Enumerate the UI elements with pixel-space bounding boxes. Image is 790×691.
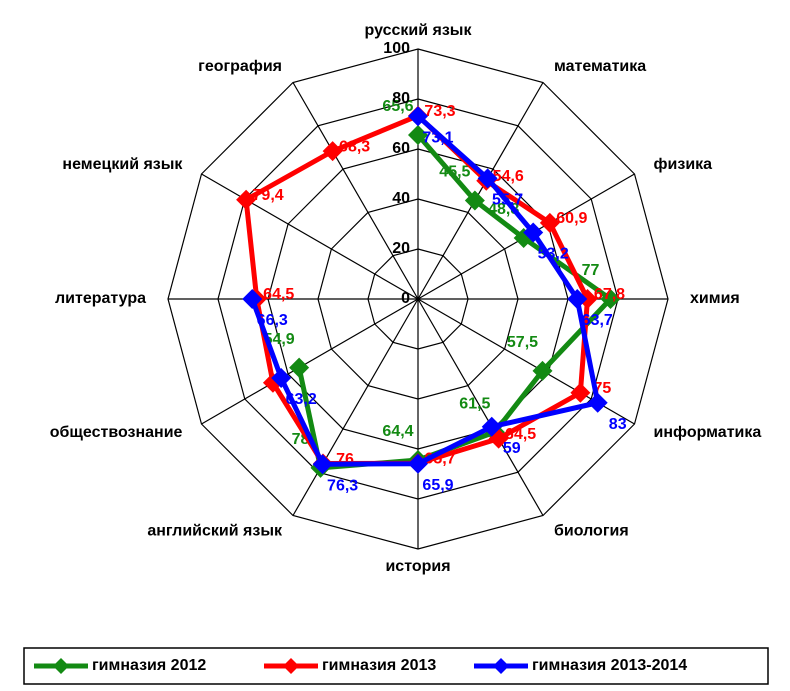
spoke: [292, 82, 419, 300]
data-label: 60,9: [556, 210, 587, 227]
category-label: немецкий язык: [62, 156, 183, 173]
category-label: английский язык: [147, 522, 283, 539]
data-label: 79,4: [253, 187, 284, 204]
marker: [570, 382, 591, 403]
series-line: [249, 114, 601, 467]
data-label: 64,4: [382, 423, 413, 440]
category-label: литература: [55, 290, 146, 307]
spoke: [292, 298, 419, 516]
y-tick-label: 20: [392, 240, 410, 257]
data-label: 64,5: [263, 286, 294, 303]
marker: [236, 189, 257, 210]
data-label: 66,3: [257, 312, 288, 329]
data-label: 68,3: [339, 138, 370, 155]
data-label: 73,1: [422, 129, 453, 146]
legend-marker: [283, 658, 299, 674]
data-label: 76,3: [327, 477, 358, 494]
marker: [242, 289, 263, 309]
marker: [600, 289, 621, 309]
marker: [312, 454, 333, 475]
legend-label: гимназия 2013: [322, 657, 436, 674]
data-label: 64,5: [505, 426, 536, 443]
marker: [481, 416, 502, 437]
legend-box: [23, 647, 769, 685]
marker: [567, 289, 588, 309]
data-label: 83: [609, 416, 627, 433]
marker: [532, 360, 553, 381]
data-label: 53,2: [538, 246, 569, 263]
marker: [322, 141, 343, 162]
y-tick-label: 60: [392, 140, 410, 157]
data-label: 57,5: [507, 334, 538, 351]
legend-marker: [53, 658, 69, 674]
category-label: физика: [654, 156, 713, 173]
series-line: [296, 133, 613, 471]
legend-label: гимназия 2012: [92, 657, 206, 674]
y-tick-label: 40: [392, 190, 410, 207]
category-label: история: [385, 558, 450, 575]
data-label: 59: [503, 440, 521, 457]
marker: [523, 222, 544, 243]
data-label: 67,8: [594, 286, 625, 303]
marker: [271, 368, 292, 388]
spoke: [201, 173, 419, 300]
category-label: математика: [554, 58, 646, 75]
legend-label: гимназия 2013-2014: [532, 657, 687, 674]
data-label: 45,5: [439, 164, 470, 181]
spoke: [201, 298, 419, 425]
data-label: 63,7: [582, 312, 613, 329]
data-label: 55,7: [492, 192, 523, 209]
legend-marker: [493, 658, 509, 674]
category-label: обществознание: [50, 424, 183, 441]
category-label: география: [198, 58, 282, 75]
data-label: 65,9: [422, 477, 453, 494]
data-label: 61,5: [459, 395, 490, 412]
data-label: 73,3: [424, 103, 455, 120]
spoke: [417, 298, 544, 516]
data-label: 63,2: [286, 391, 317, 408]
data-label: 54,9: [264, 331, 295, 348]
marker: [408, 453, 428, 474]
category-label: химия: [690, 290, 740, 307]
marker: [477, 168, 498, 189]
y-tick-label: 100: [383, 40, 410, 57]
spoke: [417, 82, 544, 300]
data-label: 54,6: [493, 168, 524, 185]
marker: [408, 125, 428, 145]
category-label: биология: [554, 522, 629, 539]
marker: [577, 289, 598, 309]
y-tick-label: 80: [392, 90, 410, 107]
category-label: информатика: [654, 424, 762, 441]
marker: [408, 106, 428, 127]
marker: [464, 190, 485, 211]
data-label: 65,6: [382, 98, 413, 115]
y-tick-label: 0: [401, 290, 410, 307]
marker: [289, 357, 310, 378]
category-label: русский язык: [365, 22, 473, 39]
data-label: 77: [582, 262, 600, 279]
marker: [539, 212, 560, 233]
marker: [587, 392, 608, 413]
